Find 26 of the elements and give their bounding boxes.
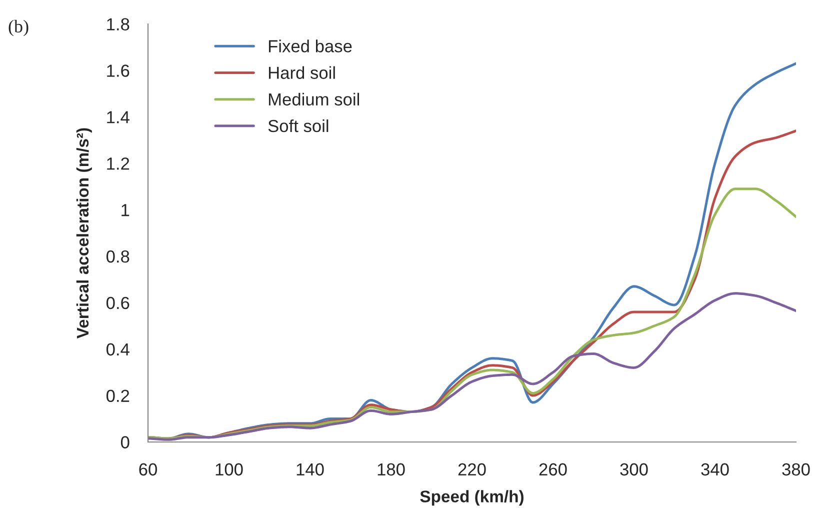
x-tick-label: 260 (539, 463, 567, 476)
y-tick-label: 1.8 (107, 18, 130, 30)
x-tick-label: 340 (701, 463, 729, 476)
y-tick-label: 0.4 (106, 343, 130, 356)
y-tick-label: 1.6 (107, 64, 130, 77)
y-tick-label: 0.6 (106, 296, 130, 310)
y-tick-label: 1.4 (107, 111, 130, 124)
text: (b) (8, 20, 28, 36)
x-tick-label: 300 (620, 463, 648, 476)
x-axis-title: Speed (km/h) (420, 490, 524, 506)
y-tick-label: 0.8 (106, 250, 130, 263)
y-tick-label: 0.2 (106, 390, 130, 402)
legend-label: Hard soil (268, 66, 335, 79)
x-tick-label: 180 (378, 463, 405, 476)
x-tick-label: 60 (139, 463, 157, 476)
x-tick-label: 100 (216, 463, 243, 476)
y-tick-label: 1 (122, 204, 130, 216)
y-tick-label: 0 (120, 436, 130, 448)
legend-label: Fixed base (268, 40, 352, 52)
y-tick-label: 1.2 (107, 158, 130, 170)
legend-label: Soft soil (268, 119, 328, 132)
legend-label: Medium soil (268, 92, 360, 106)
x-tick-label: 140 (296, 463, 324, 476)
x-tick-label: 220 (458, 463, 486, 476)
y-axis-title: Vertical acceleration (m/s²) (76, 128, 92, 338)
x-tick-label: 380 (782, 463, 810, 476)
